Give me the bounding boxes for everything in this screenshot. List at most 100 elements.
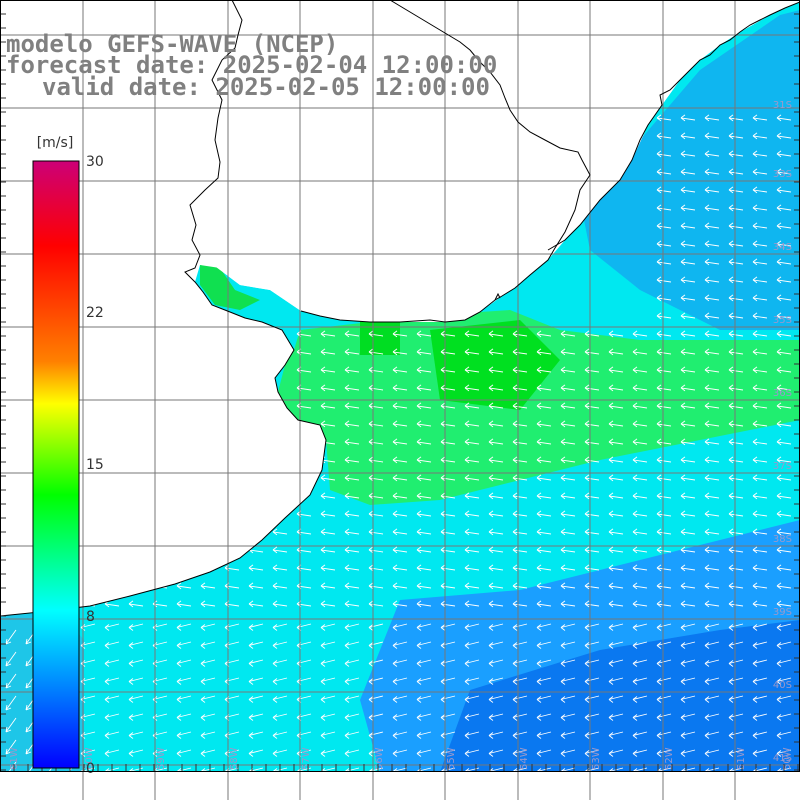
lon-label: 55W xyxy=(446,747,457,770)
wind-arrow xyxy=(752,492,768,500)
wind-arrow xyxy=(416,749,432,757)
wind-arrow xyxy=(488,564,504,572)
wind-arrow xyxy=(608,600,624,608)
wind-arrow xyxy=(560,564,576,572)
wind-arrow xyxy=(512,438,528,446)
wind-arrow xyxy=(632,384,648,392)
wind-arrow xyxy=(728,132,744,140)
wind-arrow xyxy=(608,420,624,428)
wind-arrow xyxy=(560,456,576,464)
wind-arrow xyxy=(464,366,480,374)
wind-arrow xyxy=(440,348,456,356)
wind-arrow xyxy=(368,474,384,482)
wind-arrow xyxy=(680,600,696,608)
wind-arrow xyxy=(320,582,336,590)
wind-arrow xyxy=(560,713,576,721)
wind-arrow xyxy=(728,330,744,338)
wind-arrow xyxy=(776,222,792,230)
wind-arrow xyxy=(776,641,792,649)
wind-arrow xyxy=(392,438,408,446)
wind-arrow xyxy=(656,695,672,703)
wind-arrow xyxy=(680,132,696,140)
wind-arrow xyxy=(656,456,672,464)
wind-arrow xyxy=(320,749,336,757)
wind-arrow xyxy=(728,294,744,302)
wind-arrow xyxy=(656,492,672,500)
wind-arrow xyxy=(104,713,120,721)
wind-arrow xyxy=(632,659,648,667)
wind-arrow xyxy=(680,366,696,374)
wind-arrow xyxy=(416,510,432,518)
lat-label: 41S xyxy=(773,753,792,764)
wind-arrow xyxy=(656,114,672,122)
wind-arrow xyxy=(584,474,600,482)
wind-arrow xyxy=(752,330,768,338)
wind-arrow xyxy=(536,677,552,685)
wind-arrow xyxy=(344,384,360,392)
lat-label: 37S xyxy=(773,461,792,472)
wind-arrow xyxy=(752,150,768,158)
wind-arrow xyxy=(200,600,216,608)
wind-arrow xyxy=(752,312,768,320)
wind-arrow xyxy=(200,510,216,518)
wind-arrow xyxy=(584,546,600,554)
wind-arrow xyxy=(560,546,576,554)
wind-arrow xyxy=(464,564,480,572)
wind-arrow xyxy=(464,623,480,631)
wind-arrow xyxy=(584,749,600,757)
wind-arrow xyxy=(680,330,696,338)
wind-arrow xyxy=(704,510,720,518)
wind-arrow xyxy=(440,456,456,464)
wind-arrow xyxy=(416,564,432,572)
wind-arrow xyxy=(752,402,768,410)
colorbar-unit: [m/s] xyxy=(37,135,74,151)
wind-arrow xyxy=(368,695,384,703)
wind-arrow xyxy=(632,366,648,374)
estuary-zone xyxy=(200,265,260,310)
wind-arrow xyxy=(104,695,120,703)
wind-arrow xyxy=(584,402,600,410)
wind-arrow xyxy=(416,330,432,338)
wind-arrow xyxy=(320,528,336,536)
wind-arrow xyxy=(656,677,672,685)
wind-arrow xyxy=(752,564,768,572)
wind-arrow xyxy=(776,438,792,446)
wind-arrow xyxy=(608,438,624,446)
wind-arrow xyxy=(128,528,144,536)
wind-arrow xyxy=(488,510,504,518)
lon-label: 52W xyxy=(664,747,675,770)
wind-arrow xyxy=(728,713,744,721)
wind-arrow xyxy=(368,330,384,338)
wind-arrow xyxy=(392,623,408,631)
wind-arrow xyxy=(680,294,696,302)
wind-arrow xyxy=(464,546,480,554)
lon-label: 57W xyxy=(301,747,312,770)
wind-arrow xyxy=(680,402,696,410)
wind-arrow xyxy=(536,659,552,667)
wind-arrow xyxy=(440,731,456,739)
wind-arrow xyxy=(656,402,672,410)
wind-arrow xyxy=(752,713,768,721)
wind-arrow xyxy=(440,677,456,685)
wind-arrow xyxy=(392,600,408,608)
wind-arrow xyxy=(344,600,360,608)
wind-arrow xyxy=(776,456,792,464)
wind-arrow xyxy=(680,438,696,446)
wind-arrow xyxy=(680,564,696,572)
wind-arrow xyxy=(728,695,744,703)
wind-arrow xyxy=(776,623,792,631)
wind-arrow xyxy=(704,582,720,590)
wind-arrow xyxy=(704,528,720,536)
wind-arrow xyxy=(536,623,552,631)
wind-arrow xyxy=(464,677,480,685)
lat-label: 34S xyxy=(773,242,792,253)
wind-arrow xyxy=(776,402,792,410)
wind-arrow xyxy=(128,713,144,721)
wind-arrow xyxy=(608,731,624,739)
wind-arrow xyxy=(680,510,696,518)
wind-arrow xyxy=(320,348,336,356)
wind-arrow xyxy=(728,222,744,230)
lon-label: 51W xyxy=(736,747,747,770)
wind-arrow xyxy=(752,204,768,212)
wind-arrow xyxy=(464,492,480,500)
